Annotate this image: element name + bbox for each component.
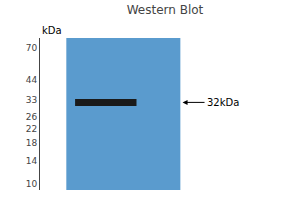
svg-text:18: 18 [26,138,38,148]
svg-text:kDa: kDa [42,25,62,36]
svg-text:10: 10 [26,179,38,189]
svg-text:26: 26 [26,112,38,122]
svg-text:22: 22 [26,124,37,134]
svg-text:14: 14 [26,156,38,166]
svg-text:44: 44 [26,75,38,85]
svg-text:70: 70 [26,43,38,53]
svg-text:32kDa: 32kDa [207,97,239,108]
svg-text:33: 33 [26,95,37,105]
svg-text:Western Blot: Western Blot [127,3,204,17]
